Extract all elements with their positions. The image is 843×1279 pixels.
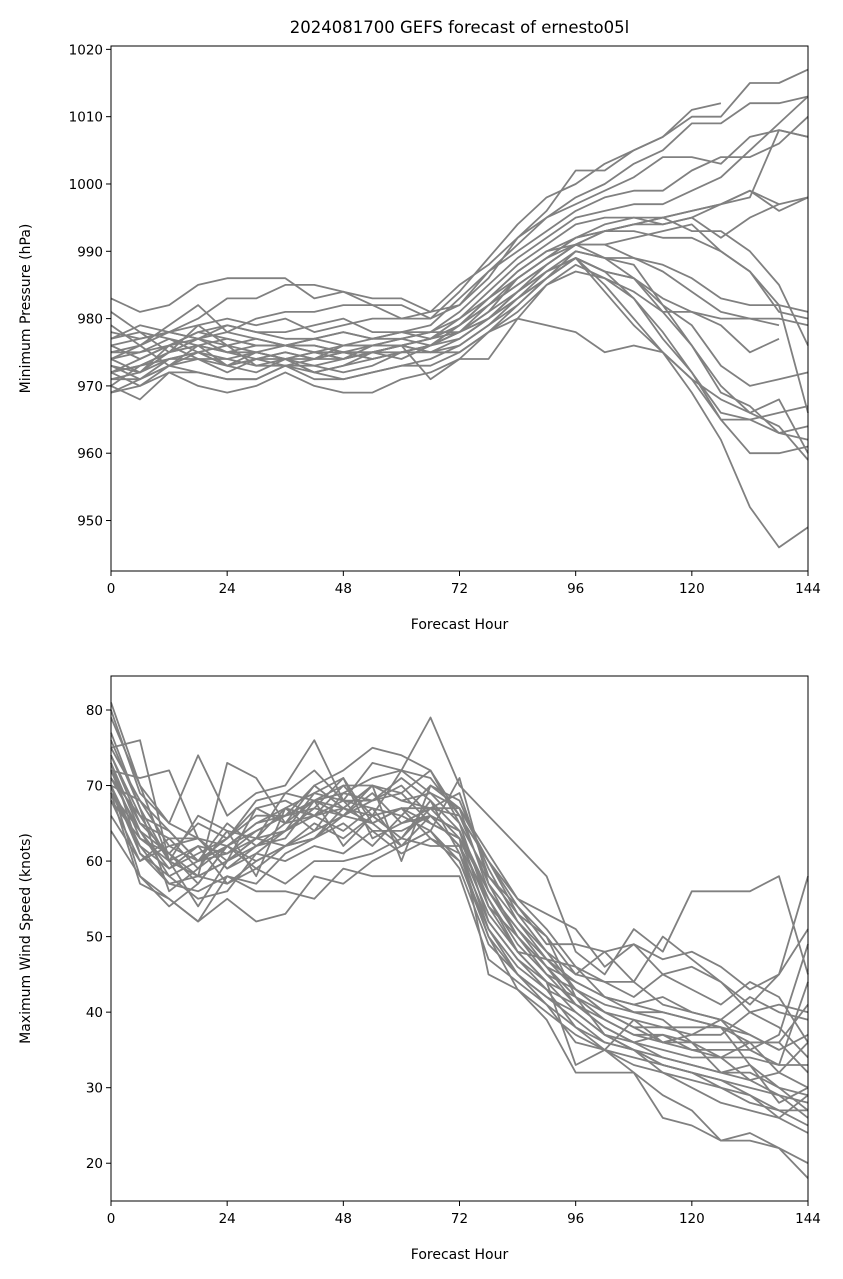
pressure-x-tick-label: 48 xyxy=(335,581,352,597)
wind-speed-member-line-23 xyxy=(110,739,809,1119)
pressure-x-tick-label: 120 xyxy=(679,581,705,597)
pressure-member-line-1 xyxy=(110,102,722,313)
pressure-y-tick-label: 960 xyxy=(77,446,103,462)
wind-speed-member-line-1 xyxy=(110,702,809,976)
wind-speed-member-line-19 xyxy=(110,785,809,1179)
pressure-member-line-24 xyxy=(110,317,809,461)
pressure-y-tick-label: 1020 xyxy=(69,42,103,58)
wind-speed-member-line-11 xyxy=(110,762,809,1089)
pressure-y-axis-label: Minimum Pressure (hPa) xyxy=(18,224,34,394)
wind-speed-y-tick-label: 20 xyxy=(86,1156,103,1172)
wind-speed-member-line-21 xyxy=(110,747,809,1044)
pressure-series-group xyxy=(110,68,809,549)
wind-speed-member-line-24 xyxy=(110,762,809,1066)
pressure-member-line-4 xyxy=(110,129,809,360)
wind-speed-x-tick-label: 0 xyxy=(107,1211,116,1227)
pressure-member-line-25 xyxy=(110,270,780,381)
wind-speed-y-tick-label: 50 xyxy=(86,930,103,946)
wind-speed-x-axis: 0 24 48 72 96 120 144 xyxy=(107,1201,821,1227)
wind-speed-x-tick-label: 96 xyxy=(567,1211,584,1227)
wind-speed-member-line-27 xyxy=(110,777,809,1081)
pressure-member-line-21 xyxy=(110,257,809,549)
wind-speed-y-tick-label: 80 xyxy=(86,703,103,719)
pressure-y-tick-label: 1010 xyxy=(69,110,103,126)
pressure-x-tick-label: 96 xyxy=(567,581,584,597)
pressure-member-line-16 xyxy=(110,257,780,354)
pressure-x-tick-label: 72 xyxy=(451,581,468,597)
wind-speed-member-line-14 xyxy=(110,785,809,1127)
pressure-axes-frame xyxy=(110,45,809,572)
pressure-x-axis: 0 24 48 72 96 120 144 xyxy=(107,571,821,597)
pressure-panel: 0 24 48 72 96 120 144 950 960 970 980 990 1000 1010 10… xyxy=(18,42,821,633)
wind-speed-member-line-18 xyxy=(110,717,809,1164)
pressure-x-tick-label: 144 xyxy=(795,581,821,597)
pressure-member-line-6 xyxy=(110,95,809,387)
wind-speed-y-axis: 20 30 40 50 60 70 80 xyxy=(86,703,111,1172)
pressure-x-tick-label: 0 xyxy=(107,581,116,597)
pressure-y-tick-label: 1000 xyxy=(69,177,103,193)
wind-speed-series-group xyxy=(110,702,809,1179)
wind-speed-panel: 0 24 48 72 96 120 144 20 30 40 50 60 70 80 Forecast Ho… xyxy=(18,675,821,1263)
wind-speed-x-tick-label: 24 xyxy=(219,1211,236,1227)
pressure-y-tick-label: 990 xyxy=(77,244,103,260)
wind-speed-x-tick-label: 48 xyxy=(335,1211,352,1227)
pressure-x-tick-label: 24 xyxy=(219,581,236,597)
wind-speed-member-line-10 xyxy=(110,792,808,1066)
wind-speed-x-tick-label: 144 xyxy=(795,1211,821,1227)
wind-speed-y-tick-label: 30 xyxy=(86,1081,103,1097)
chart-title: 2024081700 GEFS forecast of ernesto05l xyxy=(290,18,629,37)
pressure-y-tick-label: 980 xyxy=(77,312,103,328)
wind-speed-y-axis-label: Maximum Wind Speed (knots) xyxy=(18,833,34,1044)
pressure-y-axis: 950 960 970 980 990 1000 1010 1020 xyxy=(69,42,111,530)
wind-speed-y-tick-label: 70 xyxy=(86,779,103,795)
wind-speed-member-line-6 xyxy=(110,784,809,1021)
pressure-y-tick-label: 950 xyxy=(77,514,103,530)
wind-speed-member-line-26 xyxy=(110,792,809,1051)
wind-speed-x-tick-label: 72 xyxy=(451,1211,468,1227)
pressure-member-line-23 xyxy=(110,250,809,434)
wind-speed-y-tick-label: 60 xyxy=(86,854,103,870)
wind-speed-member-line-7 xyxy=(110,754,809,1051)
wind-speed-x-axis-label: Forecast Hour xyxy=(411,1247,509,1263)
wind-speed-member-line-15 xyxy=(110,769,808,1112)
pressure-member-line-2 xyxy=(110,68,809,340)
wind-speed-x-tick-label: 120 xyxy=(679,1211,705,1227)
pressure-x-axis-label: Forecast Hour xyxy=(411,617,509,633)
pressure-y-tick-label: 970 xyxy=(77,379,103,395)
wind-speed-member-line-4 xyxy=(110,784,809,1014)
wind-speed-member-line-22 xyxy=(110,777,780,1051)
wind-speed-y-tick-label: 40 xyxy=(86,1005,103,1021)
